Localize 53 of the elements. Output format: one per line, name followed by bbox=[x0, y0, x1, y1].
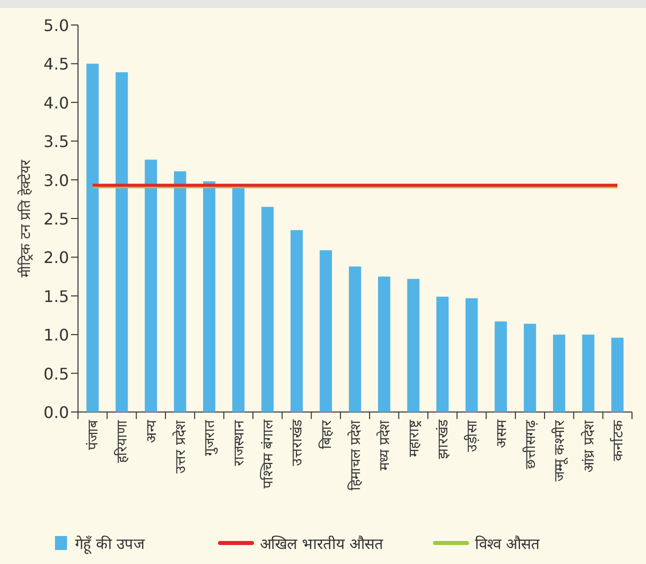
bar bbox=[261, 206, 274, 412]
bar bbox=[290, 230, 303, 412]
x-tick-label: अन्य bbox=[144, 419, 160, 443]
bar bbox=[174, 171, 186, 412]
x-tick-label: पश्चिम बंगाल bbox=[260, 419, 277, 488]
x-tick-label: छत्तीसगढ़ bbox=[522, 419, 539, 469]
x-tick-label: पंजाब bbox=[86, 419, 102, 450]
y-tick-label: 5.0 bbox=[44, 16, 69, 35]
y-tick-label: 2.0 bbox=[44, 248, 69, 268]
y-tick-label: 1.0 bbox=[44, 326, 69, 345]
bar bbox=[582, 334, 594, 412]
bar bbox=[524, 324, 536, 412]
bar bbox=[378, 276, 390, 412]
y-tick-label: 1.5 bbox=[44, 286, 69, 306]
x-tick-label: गुजरात bbox=[202, 419, 218, 456]
bar bbox=[407, 278, 420, 412]
bar bbox=[203, 181, 216, 412]
x-tick-label: उत्तराखंड bbox=[290, 419, 306, 466]
bar bbox=[144, 160, 158, 412]
x-tick-label: कर्नाटक bbox=[609, 420, 626, 461]
y-tick-label: 0.5 bbox=[44, 364, 69, 384]
x-tick-label: बिहार bbox=[318, 420, 335, 449]
y-tick-label: 3.0 bbox=[44, 170, 69, 190]
x-tick-label: महाराष्ट्र bbox=[406, 419, 422, 457]
bar bbox=[466, 298, 478, 412]
y-tick-label: 2.5 bbox=[44, 210, 69, 228]
y-axis-title: मीट्रिक टन प्रति हेक्टेयर bbox=[17, 159, 34, 278]
x-tick-label: उड़ीसा bbox=[464, 420, 481, 452]
y-tick-label: 4.5 bbox=[44, 54, 69, 74]
x-tick-label: हिमाचल प्रदेश bbox=[347, 420, 364, 490]
x-tick-label: असम bbox=[494, 419, 510, 448]
bar bbox=[436, 296, 449, 412]
x-tick-label: झारखंड bbox=[435, 419, 452, 459]
legend-label: अखिल भारतीय औसत bbox=[260, 535, 384, 553]
x-tick-label: उत्तर प्रदेश bbox=[172, 420, 190, 474]
x-tick-label: आंध्र प्रदेश bbox=[580, 420, 598, 472]
bar bbox=[494, 321, 507, 412]
y-tick-label: 0.0 bbox=[44, 403, 69, 422]
bar bbox=[116, 72, 128, 412]
x-tick-label: मध्य प्रदेश bbox=[376, 420, 394, 470]
x-tick-label: जम्मू कश्मीर bbox=[551, 420, 568, 482]
legend-label: गेहूँ की उपज bbox=[75, 535, 146, 555]
bar bbox=[86, 64, 99, 412]
y-tick-label: 3.5 bbox=[44, 132, 69, 152]
legend-label: विश्व औसत bbox=[475, 535, 540, 553]
x-tick-label: राजस्थान bbox=[231, 420, 248, 466]
bar bbox=[232, 188, 244, 412]
bar bbox=[348, 266, 362, 412]
x-tick-label: हरियाणा bbox=[114, 420, 131, 463]
bar bbox=[320, 250, 332, 412]
y-tick-label: 4.0 bbox=[44, 93, 69, 112]
bar bbox=[611, 338, 624, 412]
bar bbox=[552, 334, 566, 412]
